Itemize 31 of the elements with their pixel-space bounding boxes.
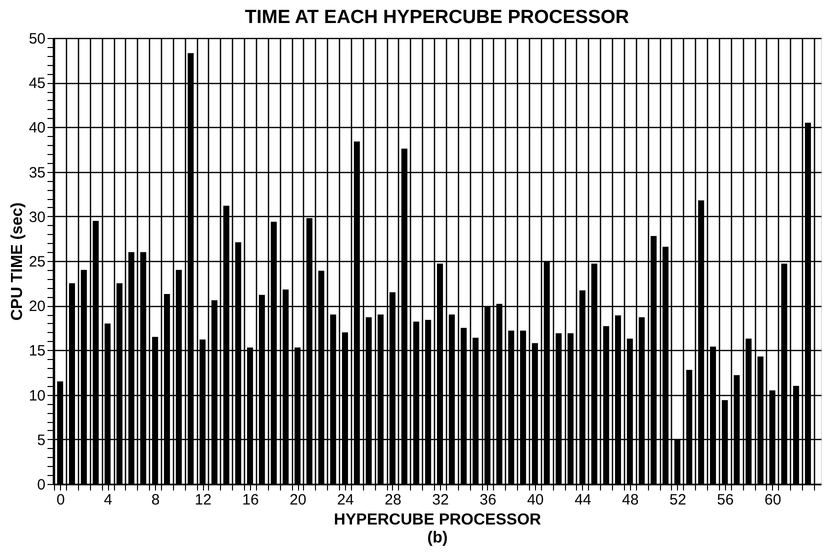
y-tick-label: 50 <box>28 30 46 48</box>
x-tick-label: 4 <box>104 492 112 508</box>
x-tick-label: 0 <box>56 492 65 508</box>
y-tick-label: 45 <box>28 75 46 92</box>
y-tick-label: 0 <box>37 476 46 494</box>
x-tick-label: 36 <box>480 492 496 508</box>
y-tick-label: 20 <box>28 298 46 316</box>
x-tick-label: 60 <box>764 492 782 508</box>
x-axis-title: HYPERCUBE PROCESSOR <box>334 512 542 528</box>
x-tick-label: 48 <box>622 492 639 508</box>
x-tick-label: 16 <box>242 492 259 508</box>
y-axis-title: CPU TIME (sec) <box>8 202 26 321</box>
x-tick-label: 32 <box>432 492 449 508</box>
y-tick-label: 30 <box>28 208 46 226</box>
x-tick-label: 20 <box>290 492 306 508</box>
y-tick-label: 40 <box>28 120 46 137</box>
x-tick-label: 52 <box>670 492 686 508</box>
x-tick-label: 28 <box>384 492 402 508</box>
x-tick-label: 8 <box>151 492 160 508</box>
x-tick-label: 56 <box>717 492 734 508</box>
y-tick-label: 10 <box>28 387 46 404</box>
y-tick-label: 5 <box>37 432 46 449</box>
x-tick-label: 40 <box>527 492 544 508</box>
x-tick-label: 44 <box>574 492 592 508</box>
y-tick-label: 35 <box>28 164 46 182</box>
y-tick-label: 25 <box>28 254 46 270</box>
x-tick-label: 24 <box>337 492 354 508</box>
y-tick-label: 15 <box>28 342 46 360</box>
text: (b) <box>427 530 448 546</box>
x-tick-label: 12 <box>194 492 212 508</box>
chart-title: TIME AT EACH HYPERCUBE PROCESSOR <box>244 7 630 28</box>
